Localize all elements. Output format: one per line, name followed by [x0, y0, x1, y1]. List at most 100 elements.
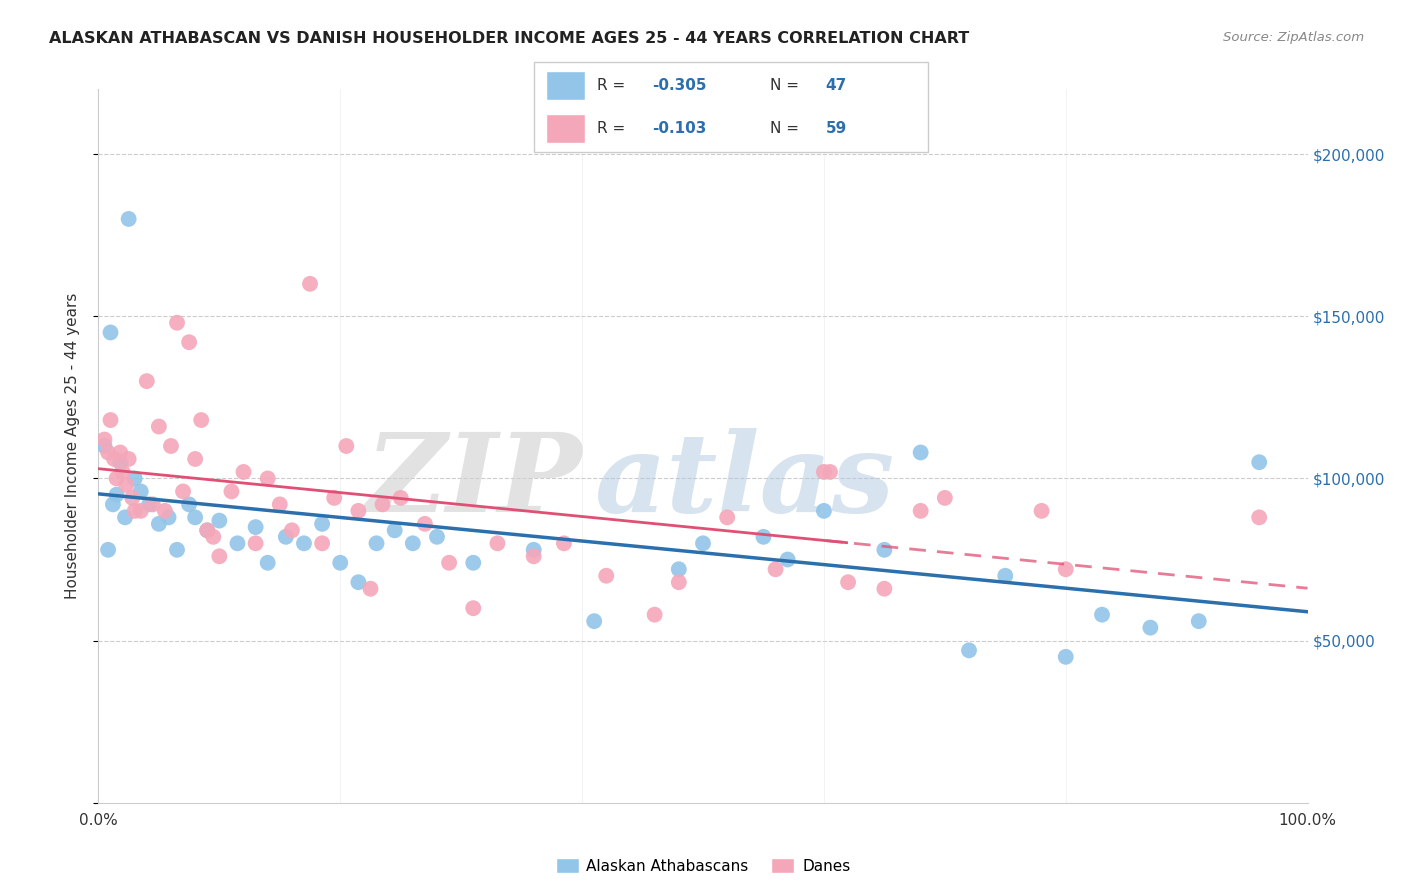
- Point: [269, 497, 291, 511]
- Point: [208, 514, 231, 528]
- Point: [1054, 562, 1077, 576]
- Point: [118, 452, 141, 467]
- Point: [934, 491, 956, 505]
- Text: ZIP: ZIP: [366, 428, 582, 535]
- Point: [384, 524, 406, 538]
- Text: atlas: atlas: [595, 428, 894, 535]
- Point: [129, 504, 152, 518]
- Point: [105, 471, 128, 485]
- Legend: Alaskan Athabascans, Danes: Alaskan Athabascans, Danes: [550, 852, 856, 880]
- Point: [765, 562, 787, 576]
- Point: [138, 497, 160, 511]
- Point: [292, 536, 315, 550]
- Point: [100, 413, 122, 427]
- Point: [195, 524, 218, 538]
- Point: [221, 484, 243, 499]
- Text: R =: R =: [598, 78, 630, 93]
- Point: [1249, 455, 1271, 469]
- Point: [323, 491, 346, 505]
- Text: 47: 47: [825, 78, 846, 93]
- Text: 59: 59: [825, 121, 846, 136]
- Point: [105, 488, 128, 502]
- Point: [389, 491, 412, 505]
- Point: [437, 556, 460, 570]
- Point: [135, 374, 157, 388]
- Point: [873, 542, 896, 557]
- Point: [366, 536, 388, 550]
- Point: [121, 491, 143, 505]
- Point: [101, 497, 124, 511]
- Point: [190, 413, 212, 427]
- Point: [347, 504, 370, 518]
- Text: -0.103: -0.103: [652, 121, 707, 136]
- Point: [402, 536, 425, 550]
- Point: [202, 530, 225, 544]
- Point: [184, 452, 207, 467]
- Point: [311, 536, 333, 550]
- Point: [692, 536, 714, 550]
- Point: [245, 520, 267, 534]
- Point: [118, 211, 141, 226]
- Point: [97, 445, 120, 459]
- Point: [124, 471, 146, 485]
- Point: [818, 465, 841, 479]
- Point: [910, 504, 932, 518]
- Point: [752, 530, 775, 544]
- Point: [245, 536, 267, 550]
- Point: [813, 465, 835, 479]
- Point: [108, 455, 131, 469]
- Point: [256, 471, 278, 485]
- Point: [93, 439, 115, 453]
- Point: [299, 277, 322, 291]
- Point: [97, 542, 120, 557]
- Point: [837, 575, 859, 590]
- Point: [124, 504, 146, 518]
- Point: [595, 568, 617, 582]
- Point: [208, 549, 231, 564]
- Text: ALASKAN ATHABASCAN VS DANISH HOUSEHOLDER INCOME AGES 25 - 44 YEARS CORRELATION C: ALASKAN ATHABASCAN VS DANISH HOUSEHOLDER…: [49, 31, 970, 46]
- Text: -0.305: -0.305: [652, 78, 707, 93]
- Point: [873, 582, 896, 596]
- Point: [226, 536, 249, 550]
- Point: [335, 439, 357, 453]
- FancyBboxPatch shape: [534, 62, 928, 152]
- Bar: [546, 114, 585, 143]
- Point: [100, 326, 122, 340]
- Point: [129, 484, 152, 499]
- Point: [166, 316, 188, 330]
- Point: [1031, 504, 1053, 518]
- Point: [553, 536, 575, 550]
- Point: [153, 504, 176, 518]
- Point: [994, 568, 1017, 582]
- Point: [148, 516, 170, 531]
- Point: [274, 530, 297, 544]
- Text: N =: N =: [770, 78, 804, 93]
- Text: N =: N =: [770, 121, 804, 136]
- Point: [668, 575, 690, 590]
- Point: [157, 510, 180, 524]
- Point: [311, 516, 333, 531]
- Point: [103, 452, 125, 467]
- Point: [93, 433, 115, 447]
- Point: [172, 484, 194, 499]
- Text: Source: ZipAtlas.com: Source: ZipAtlas.com: [1223, 31, 1364, 45]
- Point: [486, 536, 509, 550]
- Point: [957, 643, 980, 657]
- Point: [281, 524, 304, 538]
- Point: [776, 552, 799, 566]
- Point: [166, 542, 188, 557]
- Point: [1249, 510, 1271, 524]
- Point: [1091, 607, 1114, 622]
- Point: [426, 530, 449, 544]
- Point: [360, 582, 382, 596]
- Point: [463, 556, 485, 570]
- Point: [160, 439, 183, 453]
- Point: [644, 607, 666, 622]
- Point: [523, 549, 546, 564]
- Point: [108, 445, 131, 459]
- Point: [1054, 649, 1077, 664]
- Point: [1139, 621, 1161, 635]
- Point: [910, 445, 932, 459]
- Point: [813, 504, 835, 518]
- Point: [347, 575, 370, 590]
